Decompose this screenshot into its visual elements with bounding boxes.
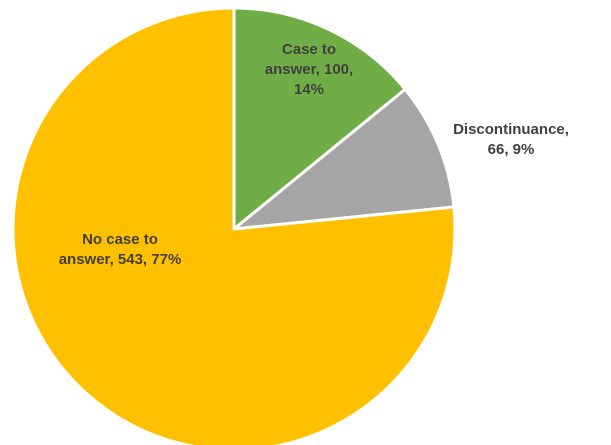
data-label-line: Discontinuance,	[453, 121, 569, 138]
pie-slice-discontinuance	[232, 87, 456, 231]
data-label-case-to-answer: Case to answer, 100, 14%	[265, 41, 353, 98]
data-label-line: Case to	[282, 41, 336, 58]
data-label-no-case-to-answer: No case to answer, 543, 77%	[59, 231, 182, 268]
data-label-line: 66, 9%	[488, 141, 535, 158]
data-label-line: No case to	[82, 231, 158, 248]
data-label-line: answer, 543, 77%	[59, 251, 182, 268]
data-label-discontinuance: Discontinuance, 66, 9%	[453, 121, 569, 158]
pie-slice-case-to-answer	[232, 6, 407, 231]
data-label-line: answer, 100,	[265, 61, 353, 78]
pie-slice-no-case-to-answer	[11, 6, 457, 445]
data-label-line: 14%	[294, 81, 324, 98]
pie-slices	[11, 6, 457, 445]
pie-labels: Case to answer, 100, 14% Discontinuance, 66,…	[59, 41, 569, 268]
